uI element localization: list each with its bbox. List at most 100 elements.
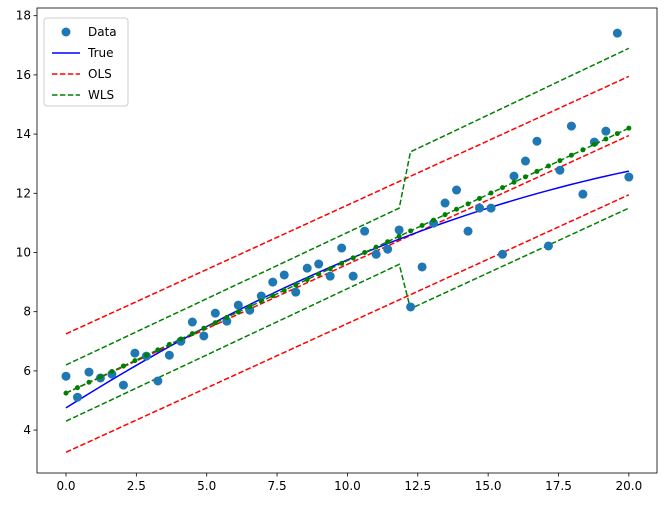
y-tick-label: 12 bbox=[16, 186, 31, 200]
x-tick-label: 12.5 bbox=[404, 479, 431, 493]
y-tick-label: 16 bbox=[16, 68, 31, 82]
y-tick-label: 10 bbox=[16, 245, 31, 259]
wls-fit-marker bbox=[166, 341, 172, 347]
y-tick-label: 8 bbox=[23, 305, 31, 319]
ols-lower-band-line bbox=[65, 194, 630, 453]
data-point bbox=[463, 226, 473, 236]
legend-label-true: True bbox=[87, 46, 114, 60]
legend-label-data: Data bbox=[88, 25, 117, 39]
data-point bbox=[612, 28, 622, 38]
wls-fit-marker bbox=[258, 298, 264, 304]
wls-fit-marker bbox=[362, 250, 368, 256]
wls-fit-marker bbox=[247, 304, 253, 310]
data-point bbox=[543, 241, 553, 251]
legend-marker-data bbox=[61, 27, 71, 37]
data-point bbox=[314, 259, 324, 269]
data-point bbox=[256, 291, 266, 301]
data-point bbox=[61, 371, 71, 381]
wls-fit-marker bbox=[408, 228, 414, 234]
data-point bbox=[130, 348, 140, 358]
wls-fit-marker bbox=[304, 277, 310, 283]
wls-fit-marker bbox=[327, 266, 333, 272]
data-point bbox=[601, 126, 611, 136]
wls-fit-marker bbox=[499, 185, 505, 191]
wls-fit-marker bbox=[132, 358, 138, 364]
wls-fit-marker bbox=[614, 131, 620, 137]
wls-fit-marker bbox=[545, 163, 551, 169]
wls-fit-marker bbox=[109, 368, 115, 374]
wls-fit-marker bbox=[201, 325, 207, 331]
wls-fit-marker bbox=[396, 233, 402, 239]
wls-fit-marker bbox=[419, 222, 425, 228]
wls-lower-band-line bbox=[65, 207, 630, 422]
wls-fit-marker bbox=[454, 206, 460, 212]
wls-fit-marker bbox=[270, 293, 276, 299]
x-tick-label: 5.0 bbox=[197, 479, 216, 493]
data-point bbox=[520, 156, 530, 166]
data-point bbox=[555, 165, 565, 175]
data-point bbox=[72, 392, 82, 402]
data-point bbox=[153, 376, 163, 386]
wls-fit-marker bbox=[86, 379, 92, 385]
x-tick-label: 10.0 bbox=[334, 479, 361, 493]
data-point bbox=[325, 271, 335, 281]
data-point bbox=[279, 270, 289, 280]
data-point bbox=[394, 225, 404, 235]
data-point bbox=[452, 185, 462, 195]
data-point bbox=[210, 308, 220, 318]
wls-fit-marker bbox=[373, 244, 379, 250]
wls-fit-marker bbox=[557, 158, 563, 164]
wls-fit-marker bbox=[143, 352, 149, 358]
wls-fit-marker bbox=[465, 201, 471, 207]
wls-fit-marker bbox=[385, 239, 391, 245]
data-point bbox=[566, 121, 576, 131]
wls-fit-marker bbox=[442, 212, 448, 218]
legend-label-ols: OLS bbox=[88, 67, 112, 81]
data-point bbox=[291, 287, 301, 297]
data-point bbox=[578, 189, 588, 199]
wls-fit-marker bbox=[431, 217, 437, 223]
wls-fit-marker bbox=[477, 195, 483, 201]
data-point bbox=[624, 172, 634, 182]
wls-fit-marker bbox=[224, 314, 230, 320]
data-point bbox=[497, 249, 507, 259]
data-point bbox=[199, 331, 209, 341]
wls-fit-marker bbox=[235, 309, 241, 315]
legend-box bbox=[43, 17, 129, 107]
data-point bbox=[417, 262, 427, 272]
y-tick-label: 6 bbox=[23, 364, 31, 378]
data-point bbox=[440, 198, 450, 208]
x-tick-label: 7.5 bbox=[268, 479, 287, 493]
wls-fit-marker bbox=[74, 385, 80, 391]
wls-fit-marker bbox=[293, 282, 299, 288]
data-point bbox=[509, 171, 519, 181]
x-tick-label: 20.0 bbox=[615, 479, 642, 493]
wls-fit-marker bbox=[626, 125, 632, 131]
y-tick-label: 14 bbox=[16, 127, 31, 141]
y-axis: 4 6 8 10 12 14 16 18 bbox=[16, 9, 37, 437]
legend: Data True OLS WLS bbox=[43, 17, 129, 107]
data-point bbox=[406, 302, 416, 312]
wls-fit-marker bbox=[568, 152, 574, 158]
data-point bbox=[187, 317, 197, 327]
data-point bbox=[84, 367, 94, 377]
wls-fit-marker bbox=[155, 347, 161, 353]
data-point bbox=[486, 203, 496, 213]
data-point bbox=[383, 244, 393, 254]
data-point bbox=[268, 277, 278, 287]
wls-fit-marker bbox=[189, 331, 195, 337]
y-tick-label: 4 bbox=[23, 423, 31, 437]
x-tick-label: 0.0 bbox=[56, 479, 75, 493]
data-point bbox=[337, 243, 347, 253]
wls-fit-marker bbox=[63, 390, 69, 396]
wls-fit-marker bbox=[511, 179, 517, 185]
wls-fit-marker bbox=[580, 147, 586, 153]
x-tick-label: 17.5 bbox=[545, 479, 572, 493]
data-point bbox=[475, 203, 485, 213]
wls-fit-marker bbox=[316, 271, 322, 277]
data-point bbox=[164, 350, 174, 360]
ols-upper-band-line bbox=[65, 75, 630, 335]
x-tick-label: 15.0 bbox=[475, 479, 502, 493]
wls-fit-marker bbox=[603, 136, 609, 142]
wls-fit-marker bbox=[97, 374, 103, 380]
